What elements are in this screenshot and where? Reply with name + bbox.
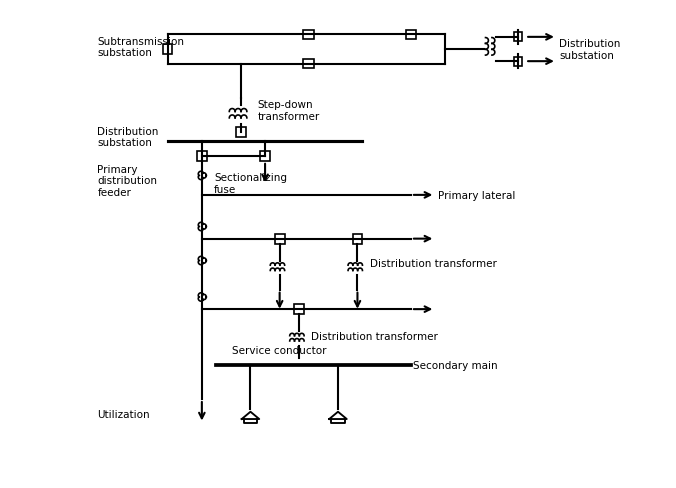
Text: Service conductor: Service conductor xyxy=(233,346,327,356)
Text: Primary lateral: Primary lateral xyxy=(437,190,515,201)
Bar xyxy=(406,31,416,40)
Bar xyxy=(304,60,314,69)
Bar xyxy=(197,152,207,162)
Text: Utilization: Utilization xyxy=(97,409,150,419)
Bar xyxy=(274,234,285,244)
Text: Sectionalizing
fuse: Sectionalizing fuse xyxy=(214,173,287,194)
Text: Step-down
transformer: Step-down transformer xyxy=(258,100,320,122)
Text: Primary
distribution
feeder: Primary distribution feeder xyxy=(97,164,158,198)
Text: Distribution transformer: Distribution transformer xyxy=(311,331,438,341)
Bar xyxy=(514,33,523,42)
Text: Distribution
substation: Distribution substation xyxy=(559,39,621,61)
Bar xyxy=(236,127,245,137)
Bar xyxy=(353,234,362,244)
Text: Distribution transformer: Distribution transformer xyxy=(370,259,496,268)
Text: Secondary main: Secondary main xyxy=(413,360,498,370)
Bar xyxy=(260,152,270,162)
Bar xyxy=(304,31,314,40)
Text: Distribution
substation: Distribution substation xyxy=(97,126,159,148)
Text: Subtransmission
substation: Subtransmission substation xyxy=(97,37,185,58)
Bar xyxy=(294,305,304,314)
Bar xyxy=(514,58,523,66)
Bar xyxy=(164,44,172,55)
